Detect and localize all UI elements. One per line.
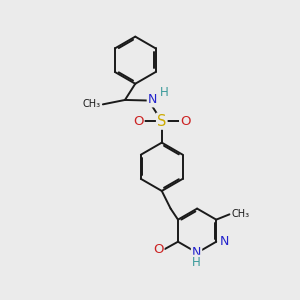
Text: N: N bbox=[148, 93, 157, 106]
Text: O: O bbox=[153, 243, 164, 256]
Text: O: O bbox=[133, 115, 143, 128]
Text: H: H bbox=[192, 256, 201, 269]
Text: H: H bbox=[160, 86, 168, 99]
Text: CH₃: CH₃ bbox=[232, 209, 250, 219]
Text: CH₃: CH₃ bbox=[82, 99, 101, 109]
Text: O: O bbox=[180, 115, 190, 128]
Text: N: N bbox=[192, 246, 201, 259]
Text: N: N bbox=[220, 235, 229, 248]
Text: S: S bbox=[157, 114, 167, 129]
